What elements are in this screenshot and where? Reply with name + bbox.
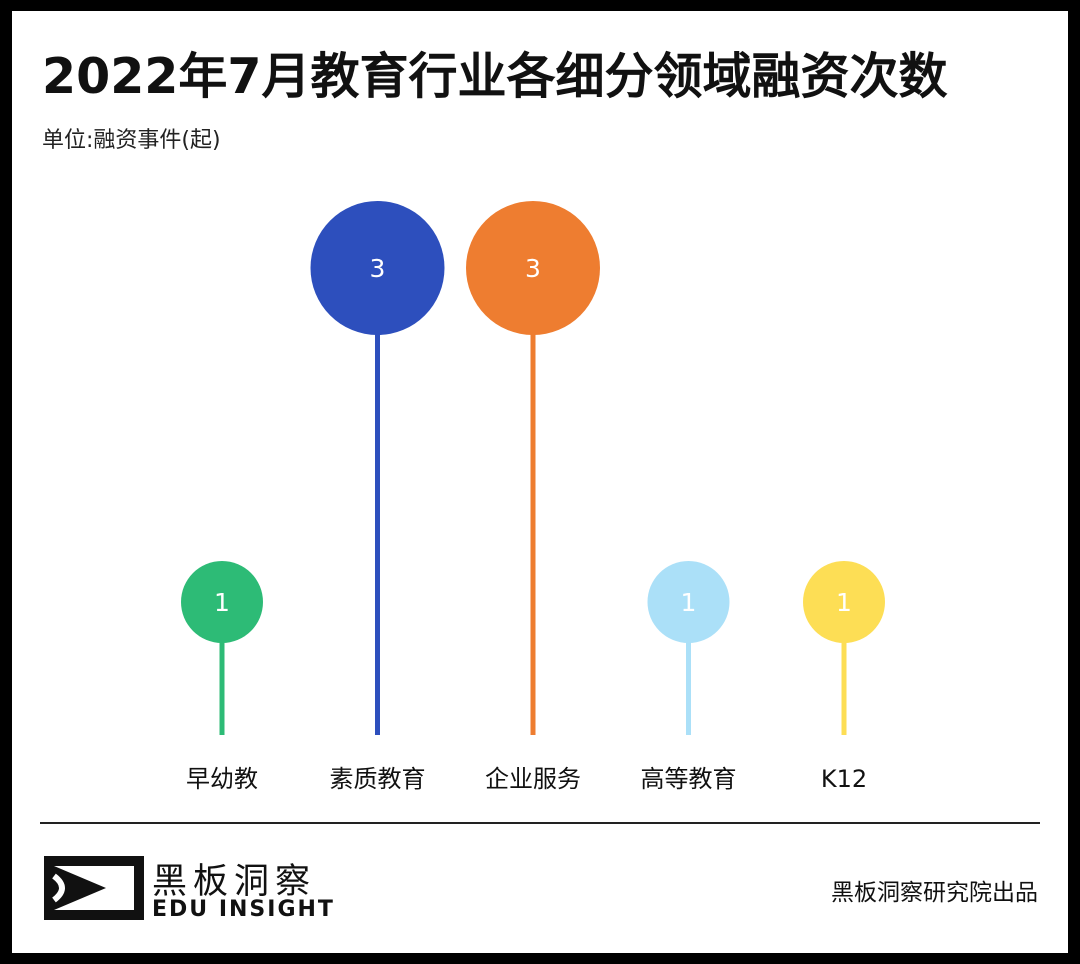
data-label: 3 bbox=[525, 254, 541, 283]
credit-text: 黑板洞察研究院出品 bbox=[831, 880, 1038, 906]
category-label: K12 bbox=[821, 765, 867, 793]
category-label: 企业服务 bbox=[485, 765, 581, 793]
chart-card: 2022年7月教育行业各细分领域融资次数 单位:融资事件(起) 1 早幼教 3 素质教… bbox=[12, 11, 1068, 953]
footer-divider bbox=[40, 822, 1040, 824]
lollipop-chart: 1 早幼教 3 素质教育 3 企业服务 1 高等教育 1 K12 bbox=[181, 201, 885, 793]
chart-title: 2022年7月教育行业各细分领域融资次数 bbox=[42, 48, 948, 105]
data-label: 1 bbox=[214, 588, 230, 617]
category-label: 早幼教 bbox=[186, 765, 258, 793]
unit-label: 单位:融资事件(起) bbox=[42, 128, 221, 153]
data-label: 1 bbox=[681, 588, 697, 617]
lollipop-bubble bbox=[466, 201, 600, 335]
brand-name-en: EDU INSIGHT bbox=[152, 897, 335, 922]
lollipop-bubble bbox=[181, 561, 263, 643]
category-label: 素质教育 bbox=[330, 765, 426, 793]
category-label: 高等教育 bbox=[641, 765, 737, 793]
data-label: 3 bbox=[370, 254, 386, 283]
lollipop-bubble bbox=[310, 201, 445, 335]
data-label: 1 bbox=[836, 588, 852, 617]
lollipop-bubble bbox=[803, 561, 885, 643]
lollipop-bubble bbox=[647, 561, 730, 643]
brand-name-cn: 黑板洞察 bbox=[152, 862, 317, 902]
edu-insight-logo-icon bbox=[44, 856, 144, 920]
